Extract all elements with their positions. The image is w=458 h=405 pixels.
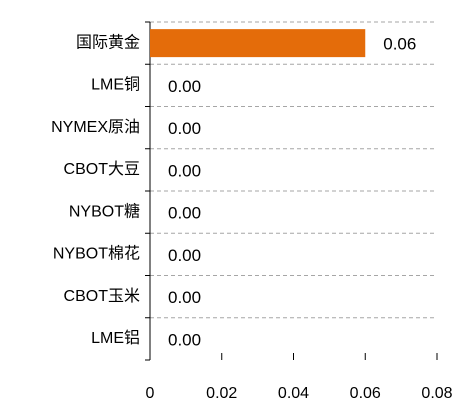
y-tick-label: LME铜 — [91, 76, 140, 94]
x-tick-label: 0.04 — [278, 385, 309, 402]
value-label: 0.00 — [168, 119, 201, 138]
y-tick-label: LME铝 — [91, 329, 140, 347]
y-tick-label: CBOT玉米 — [64, 287, 140, 305]
value-label: 0.00 — [168, 330, 201, 349]
value-label: 0.00 — [168, 77, 201, 96]
bar — [150, 29, 366, 58]
y-tick-label: NYMEX原油 — [51, 118, 140, 136]
y-tick-label: NYBOT糖 — [69, 202, 140, 220]
value-label: 0.00 — [168, 288, 201, 307]
y-tick-label: CBOT大豆 — [64, 160, 140, 178]
value-label: 0.06 — [383, 35, 416, 54]
x-tick-label: 0.08 — [421, 385, 452, 402]
y-tick-label: NYBOT棉花 — [53, 245, 140, 263]
value-label: 0.00 — [168, 161, 201, 180]
x-tick-label: 0.02 — [206, 385, 237, 402]
x-tick-label: 0.06 — [350, 385, 381, 402]
y-tick-label: 国际黄金 — [76, 33, 140, 51]
value-label: 0.00 — [168, 246, 201, 265]
x-tick-label: 0 — [146, 385, 155, 402]
value-label: 0.00 — [168, 204, 201, 223]
